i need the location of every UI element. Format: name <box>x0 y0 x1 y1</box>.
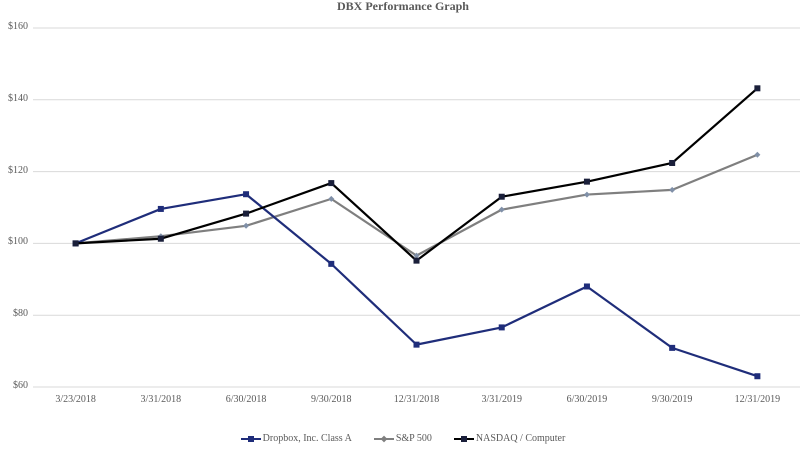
y-tick-label: $80 <box>13 308 28 320</box>
x-tick-label: 6/30/2019 <box>566 394 608 405</box>
data-point-marker <box>328 180 335 187</box>
x-tick-label: 6/30/2018 <box>225 394 267 405</box>
x-tick-label: 3/31/2018 <box>140 394 182 405</box>
data-point-marker <box>413 252 420 259</box>
data-point-marker <box>243 210 250 217</box>
legend-dropbox-swatch-icon <box>240 435 261 443</box>
data-point-marker <box>583 283 590 290</box>
y-tick-label: $160 <box>8 21 28 32</box>
x-tick-label: 9/30/2019 <box>651 394 693 405</box>
data-point-marker <box>413 257 420 264</box>
data-point-marker <box>243 222 250 229</box>
y-tick-label: $100 <box>8 236 28 248</box>
legend-label: Dropbox, Inc. Class A <box>262 433 352 444</box>
legend-nasdaq-swatch-icon <box>453 435 474 443</box>
data-point-marker <box>754 85 761 92</box>
data-point-marker <box>583 178 590 185</box>
y-tick-label: $120 <box>8 164 28 176</box>
legend-item-dropbox: Dropbox, Inc. Class A <box>240 433 352 444</box>
legend-label: S&P 500 <box>395 433 432 444</box>
data-point-marker <box>413 341 420 348</box>
x-tick-label: 9/30/2018 <box>310 394 352 405</box>
x-tick-label: 3/31/2019 <box>481 394 522 405</box>
data-point-marker <box>498 206 505 213</box>
data-point-marker <box>669 186 676 193</box>
data-point-marker <box>754 373 761 380</box>
data-point-marker <box>754 151 761 158</box>
legend-sp500-swatch-icon <box>373 435 394 443</box>
series-line <box>75 193 758 378</box>
legend: Dropbox, Inc. Class A S&P 500 NASDAQ / C… <box>0 433 806 444</box>
legend-item-nasdaq: NASDAQ / Computer <box>453 433 566 444</box>
data-point-marker <box>669 159 676 166</box>
data-point-marker <box>328 195 335 202</box>
x-tick-label: 12/31/2018 <box>393 394 440 405</box>
y-tick-label: $60 <box>13 380 28 391</box>
data-point-marker <box>157 235 164 242</box>
legend-item-sp500: S&P 500 <box>373 433 432 444</box>
legend-label: NASDAQ / Computer <box>475 433 566 444</box>
x-tick-label: 12/31/2019 <box>734 394 781 405</box>
data-point-marker <box>243 191 250 198</box>
data-point-marker <box>328 260 335 267</box>
data-point-marker <box>498 193 505 200</box>
data-point-marker <box>498 324 505 331</box>
data-point-marker <box>72 240 79 247</box>
series-line <box>75 87 759 262</box>
chart-title: DBX Performance Graph <box>337 0 469 13</box>
data-point-marker <box>669 344 676 351</box>
data-point-marker <box>157 205 164 212</box>
x-tick-label: 3/23/2018 <box>55 394 96 405</box>
data-point-marker <box>583 191 590 198</box>
y-tick-label: $140 <box>8 92 28 104</box>
